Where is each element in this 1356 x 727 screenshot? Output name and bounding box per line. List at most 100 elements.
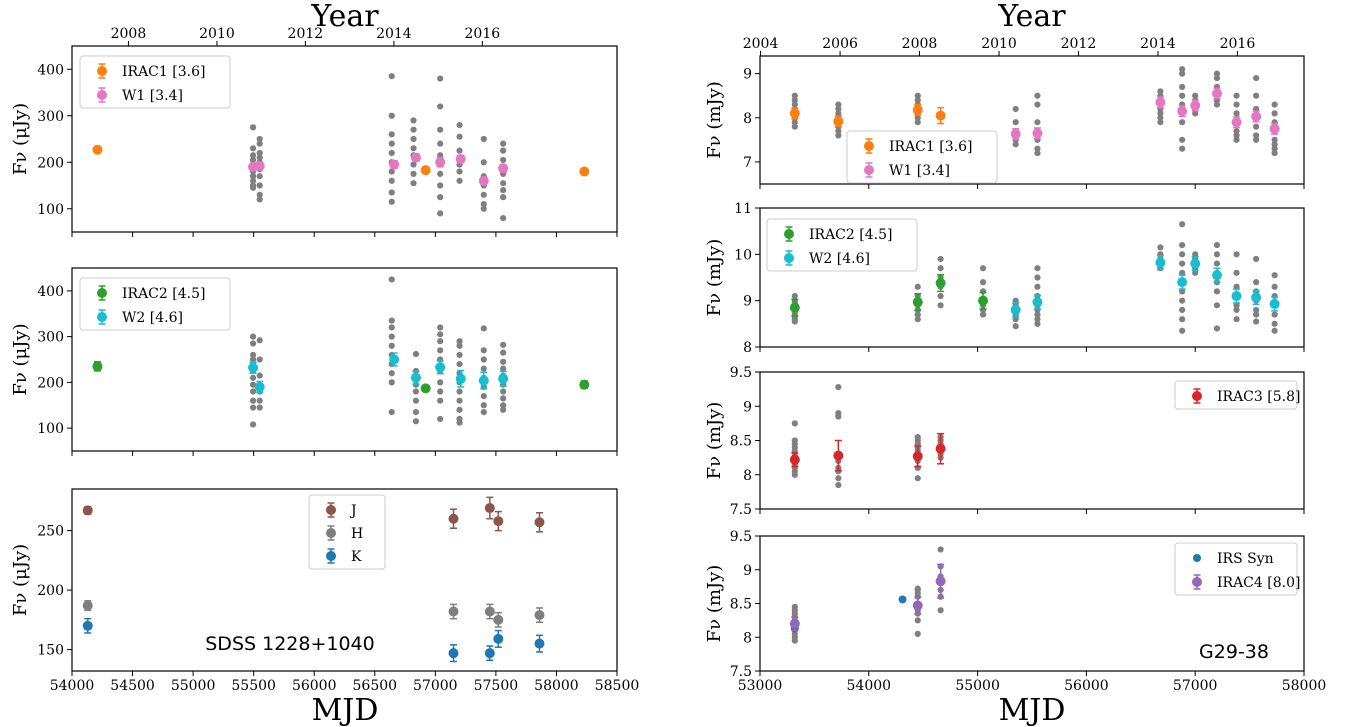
- epoch-point: [1271, 272, 1278, 279]
- epoch-point: [1179, 83, 1186, 90]
- legend-marker: [1192, 391, 1202, 401]
- data-point: [493, 633, 504, 644]
- legend-marker: [784, 253, 794, 263]
- data-point: [912, 451, 923, 462]
- data-point: [1155, 97, 1166, 108]
- y-tick-label: 100: [37, 202, 64, 218]
- y-tick-label: 200: [37, 155, 64, 171]
- epoch-point: [500, 341, 507, 348]
- epoch-point: [256, 140, 263, 147]
- panel-r1: Fν (mJy) 7 8 9 IRAC1 [3.6] W1 [3.4]: [704, 55, 1305, 189]
- epoch-point: [1253, 74, 1260, 82]
- epoch-point: [791, 123, 798, 130]
- epoch-point: [914, 114, 921, 121]
- epoch-point: [1213, 260, 1221, 267]
- epoch-point: [500, 180, 507, 187]
- epoch-point: [1034, 119, 1041, 126]
- y-tick-label: 8: [743, 111, 752, 127]
- legend-marker: [326, 528, 336, 538]
- data-point: [833, 116, 844, 127]
- epoch-point: [500, 214, 507, 222]
- epoch-point: [437, 140, 444, 147]
- epoch-point: [256, 337, 263, 344]
- legend-box: [79, 55, 231, 109]
- epoch-point: [437, 415, 444, 423]
- epoch-point: [500, 140, 507, 147]
- epoch-point: [1271, 141, 1278, 148]
- epoch-point: [388, 189, 395, 196]
- data-point: [534, 610, 545, 621]
- epoch-point: [1157, 119, 1164, 126]
- data-point: [579, 166, 590, 177]
- data-point: [978, 295, 989, 306]
- epoch-point: [456, 338, 463, 345]
- data-point: [493, 614, 504, 625]
- data-point: [1211, 270, 1222, 281]
- epoch-point: [1034, 145, 1041, 152]
- epoch-point: [1233, 110, 1240, 117]
- epoch-point: [1034, 311, 1041, 318]
- epoch-point: [480, 402, 487, 409]
- data-point: [478, 175, 489, 186]
- epoch-point: [437, 331, 444, 338]
- epoch-point: [456, 360, 463, 368]
- epoch-point: [500, 406, 507, 413]
- epoch-point: [500, 187, 507, 194]
- epoch-point: [410, 170, 417, 177]
- data-point: [1211, 88, 1222, 99]
- epoch-point: [1253, 255, 1260, 263]
- y-tick-label: 300: [37, 109, 64, 125]
- epoch-point: [1034, 92, 1041, 99]
- epoch-point: [1271, 110, 1278, 117]
- epoch-point: [500, 358, 507, 365]
- epoch-point: [500, 194, 507, 201]
- legend-marker: [97, 66, 107, 76]
- legend-marker: [97, 288, 107, 298]
- epoch-point: [1179, 136, 1186, 143]
- x-tick-label: 55500: [231, 678, 276, 694]
- year-tick-label: 2014: [1140, 36, 1176, 52]
- epoch-point: [914, 617, 921, 624]
- y-tick-label: 8: [743, 340, 752, 356]
- epoch-point: [480, 365, 487, 372]
- y-tick-label: 400: [37, 284, 64, 300]
- epoch-point: [249, 388, 257, 395]
- legend-marker: [864, 165, 874, 175]
- epoch-point: [1179, 70, 1186, 77]
- epoch-point: [388, 177, 395, 184]
- epoch-point: [1034, 274, 1041, 281]
- epoch-point: [456, 351, 463, 359]
- legend-box: [846, 130, 998, 184]
- epoch-point: [1179, 327, 1186, 334]
- epoch-point: [388, 324, 395, 331]
- epoch-point: [791, 420, 798, 427]
- epoch-point: [791, 101, 798, 108]
- epoch-point: [1213, 74, 1221, 82]
- epoch-point: [1034, 316, 1041, 323]
- epoch-point: [480, 393, 487, 400]
- legend-label: H: [351, 526, 363, 542]
- epoch-point: [1271, 283, 1278, 290]
- y-tick-label: 10: [734, 247, 752, 263]
- epoch-point: [791, 318, 798, 325]
- epoch-point: [256, 182, 263, 189]
- year-tick-label: 2012: [288, 26, 324, 42]
- epoch-point: [480, 135, 487, 143]
- legend-label: IRAC3 [5.8]: [1217, 389, 1300, 405]
- epoch-point: [1233, 101, 1240, 108]
- data-point: [435, 157, 446, 168]
- data-point: [1231, 117, 1242, 128]
- y-tick-label: 200: [37, 583, 64, 599]
- data-point: [484, 648, 495, 659]
- epoch-point: [249, 124, 257, 131]
- epoch-point: [1179, 119, 1186, 126]
- epoch-point: [388, 409, 395, 416]
- epoch-point: [388, 149, 395, 157]
- epoch-point: [480, 159, 487, 166]
- epoch-point: [1233, 316, 1240, 323]
- data-point: [789, 454, 800, 465]
- legend-label: IRAC2 [4.5]: [122, 286, 205, 302]
- data-point: [1190, 258, 1201, 269]
- epoch-point: [1253, 92, 1260, 99]
- epoch-point: [388, 342, 395, 349]
